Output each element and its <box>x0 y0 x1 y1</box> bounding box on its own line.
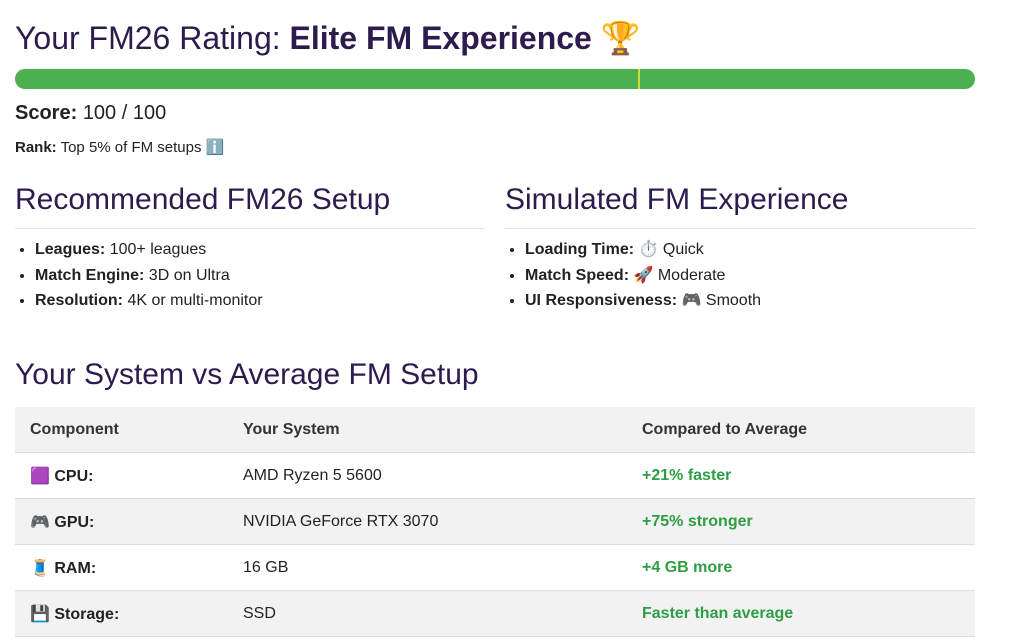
system-cell: AMD Ryzen 5 5600 <box>228 452 627 499</box>
table-row: 💾 Storage: SSD Faster than average <box>15 590 975 637</box>
item-label: UI Responsiveness: <box>525 292 678 309</box>
item-label: Match Speed: <box>525 266 630 284</box>
item-value: Smooth <box>705 292 762 309</box>
item-icon: 🚀 <box>633 266 654 284</box>
section-title: Your System vs Average FM Setup <box>15 358 479 391</box>
score-label: Score: <box>15 102 78 124</box>
list-item: Leagues: 100+ leagues <box>35 240 263 266</box>
recommended-list: Leagues: 100+ leagues Match Engine: 3D o… <box>15 240 263 317</box>
item-value: 4K or multi-monitor <box>127 292 263 309</box>
item-label: Match Engine: <box>35 266 145 284</box>
item-value: 3D on Ultra <box>148 266 230 284</box>
score-value: 100 / 100 <box>82 102 167 124</box>
title-prefix: Your FM26 Rating: <box>15 20 281 56</box>
item-label: Resolution: <box>35 292 123 309</box>
list-item: UI Responsiveness: 🎮 Smooth <box>525 291 761 317</box>
component-icon: 💾 <box>30 605 50 623</box>
rank-value: Top 5% of FM setups <box>60 139 202 156</box>
divider <box>15 228 485 229</box>
title-icon: 🏆 <box>600 20 641 56</box>
table-row: 🟪 CPU: AMD Ryzen 5 5600 +21% faster <box>15 452 975 499</box>
item-label: Leagues: <box>35 241 106 258</box>
item-icon: ⏱️ <box>638 241 659 258</box>
component-cell: 🎮 GPU: <box>15 498 228 545</box>
list-item: Loading Time: ⏱️ Quick <box>525 240 761 266</box>
rank-label: Rank: <box>15 139 57 156</box>
system-cell: 16 GB <box>228 544 627 591</box>
simulated-list: Loading Time: ⏱️ Quick Match Speed: 🚀 Mo… <box>505 240 761 317</box>
score-bar-mark <box>638 69 640 89</box>
item-value: Quick <box>662 241 704 258</box>
component-name: GPU: <box>54 513 95 531</box>
component-name: RAM: <box>54 559 97 577</box>
item-label: Loading Time: <box>525 241 635 258</box>
item-value: 100+ leagues <box>109 241 207 258</box>
compare-cell: Faster than average <box>627 590 975 637</box>
section-title: Simulated FM Experience <box>505 183 849 216</box>
list-item: Match Speed: 🚀 Moderate <box>525 266 761 292</box>
component-icon: 🧵 <box>30 559 50 577</box>
score-bar <box>15 69 975 89</box>
header-cell: Component <box>15 407 228 453</box>
item-icon: 🎮 <box>681 292 702 309</box>
header-row: Component Your System Compared to Averag… <box>15 407 975 453</box>
component-cell: 💾 Storage: <box>15 590 228 637</box>
system-cell: SSD <box>228 590 627 637</box>
table-row: 🧵 RAM: 16 GB +4 GB more <box>15 544 975 591</box>
header-cell: Compared to Average <box>627 407 975 453</box>
header-cell: Your System <box>228 407 627 453</box>
title-strong: Elite FM Experience <box>289 20 592 56</box>
component-name: CPU: <box>54 467 94 485</box>
table-row: 🎮 GPU: NVIDIA GeForce RTX 3070 +75% strong… <box>15 498 975 545</box>
item-value: Moderate <box>657 266 726 284</box>
compare-cell: +21% faster <box>627 452 975 499</box>
system-cell: NVIDIA GeForce RTX 3070 <box>228 498 627 545</box>
compare-cell: +4 GB more <box>627 544 975 591</box>
rank: Rank: Top 5% of FM setups ℹ️ <box>15 138 224 156</box>
rank-info[interactable]: ℹ️ <box>205 139 225 156</box>
list-item: Resolution: 4K or multi-monitor <box>35 291 263 317</box>
component-icon: 🎮 <box>30 513 50 531</box>
component-icon: 🟪 <box>30 467 50 485</box>
comparison-table: Component Your System Compared to Averag… <box>15 407 975 637</box>
compare-cell: +75% stronger <box>627 498 975 545</box>
section-title: Recommended FM26 Setup <box>15 183 391 216</box>
component-cell: 🟪 CPU: <box>15 452 228 499</box>
score: Score: 100 / 100 <box>15 102 166 125</box>
rating-title: Your FM26 Rating: Elite FM Experience 🏆 <box>15 19 641 57</box>
list-item: Match Engine: 3D on Ultra <box>35 266 263 292</box>
component-cell: 🧵 RAM: <box>15 544 228 591</box>
divider <box>505 228 975 229</box>
component-name: Storage: <box>54 605 120 623</box>
